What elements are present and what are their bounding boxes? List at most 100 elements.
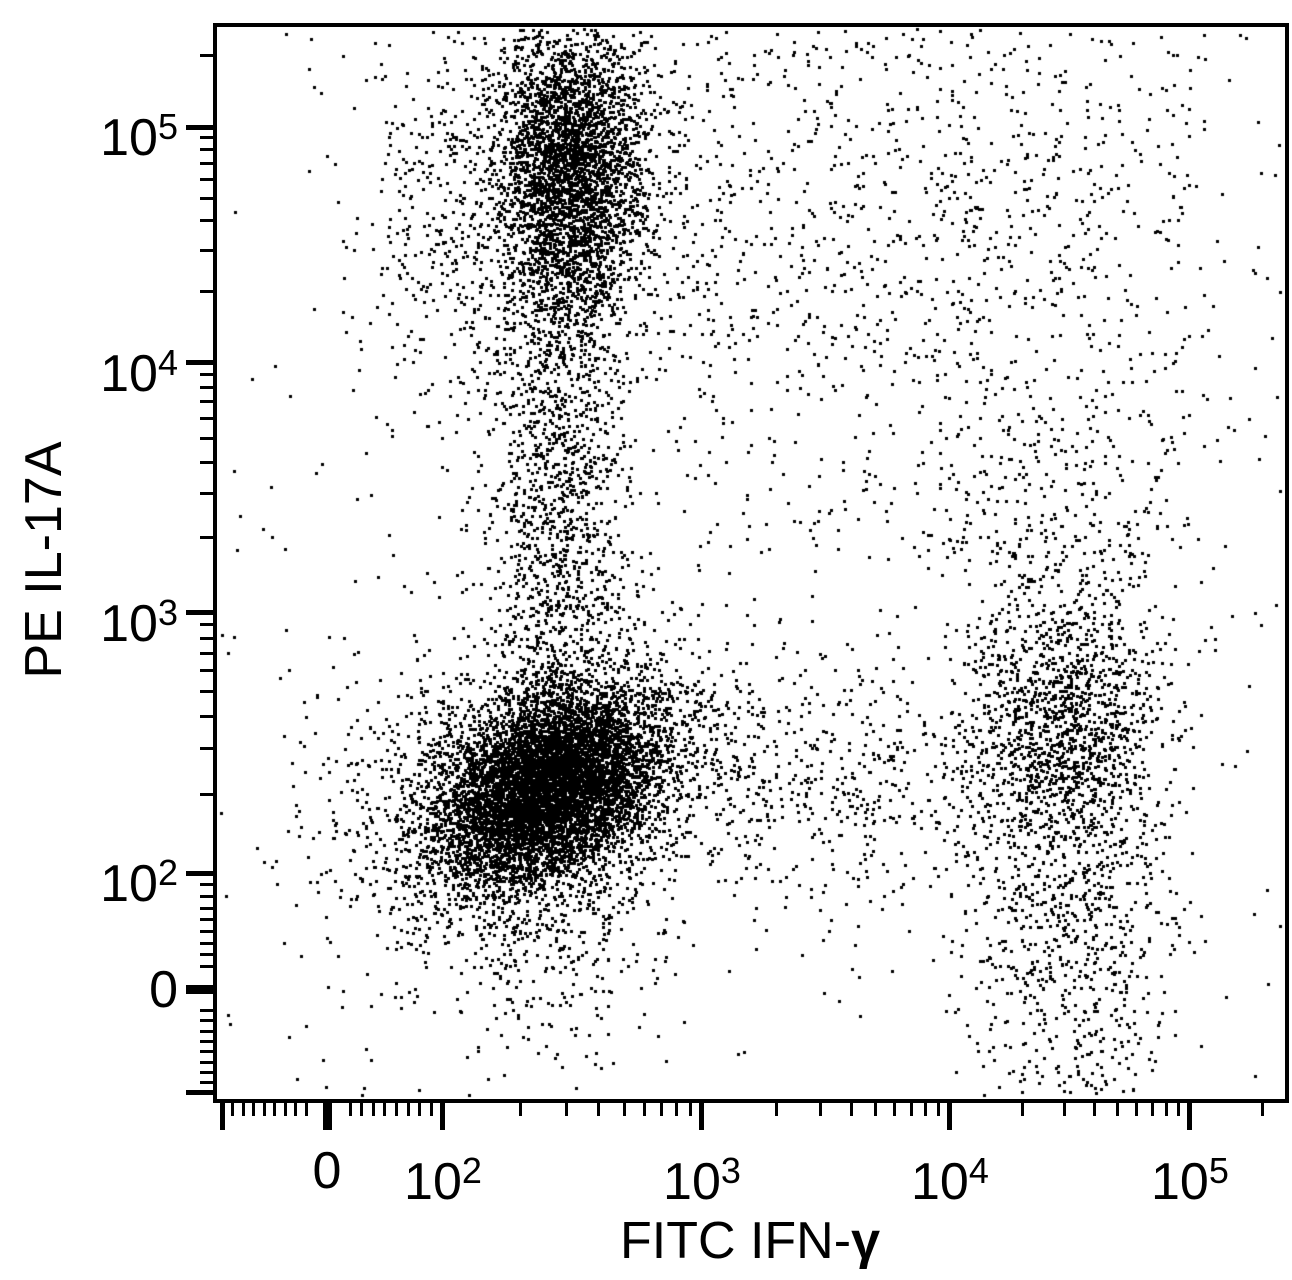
y-tick xyxy=(200,290,213,294)
y-tick xyxy=(200,965,213,969)
x-tick xyxy=(924,1103,928,1116)
x-tick xyxy=(273,1103,277,1116)
y-tick-label: 104 xyxy=(0,326,178,403)
x-tick xyxy=(252,1103,256,1116)
y-tick xyxy=(200,416,213,420)
y-tick xyxy=(186,124,213,130)
y-tick xyxy=(200,1081,213,1085)
y-tick xyxy=(200,536,213,540)
x-tick xyxy=(418,1103,422,1116)
y-tick xyxy=(200,1070,213,1074)
x-tick xyxy=(1165,1103,1169,1116)
y-axis-title-text: PE IL-17A xyxy=(15,441,73,679)
tick-label-base: 10 xyxy=(100,594,158,653)
y-tick xyxy=(200,953,213,957)
x-tick xyxy=(622,1103,626,1116)
x-tick xyxy=(1177,1103,1181,1116)
x-tick xyxy=(219,1103,225,1130)
y-tick xyxy=(200,883,213,887)
x-tick xyxy=(371,1103,375,1116)
tick-label-exponent: 4 xyxy=(157,341,178,383)
y-tick xyxy=(186,1090,213,1096)
y-tick xyxy=(200,148,213,152)
x-tick xyxy=(519,1103,523,1116)
tick-label-base: 10 xyxy=(100,109,158,168)
x-tick xyxy=(699,1103,705,1130)
y-tick xyxy=(186,985,213,995)
x-tick-label: 103 xyxy=(592,1136,812,1211)
tick-label-exponent: 3 xyxy=(157,591,178,633)
x-tick xyxy=(1135,1103,1139,1116)
x-tick xyxy=(1116,1103,1120,1116)
x-tick xyxy=(873,1103,877,1116)
x-tick xyxy=(294,1103,298,1116)
x-tick xyxy=(1260,1103,1264,1116)
y-tick xyxy=(200,162,213,166)
x-tick xyxy=(1020,1103,1024,1116)
y-tick xyxy=(200,219,213,223)
x-tick xyxy=(440,1103,446,1130)
x-tick xyxy=(565,1103,569,1116)
x-tick xyxy=(429,1103,433,1116)
y-tick xyxy=(200,372,213,376)
x-tick-label: 104 xyxy=(840,1136,1060,1211)
y-tick-label: 102 xyxy=(0,836,178,914)
tick-label-exponent: 4 xyxy=(968,1150,989,1191)
y-tick xyxy=(200,894,213,898)
y-tick-label: 103 xyxy=(0,576,178,653)
x-tick xyxy=(395,1103,399,1116)
x-tick xyxy=(383,1103,387,1116)
y-tick xyxy=(200,196,213,200)
x-tick xyxy=(775,1103,779,1116)
scatter-canvas xyxy=(217,27,1285,1099)
y-tick xyxy=(200,1019,213,1023)
x-tick xyxy=(660,1103,664,1116)
x-tick xyxy=(304,1103,308,1116)
y-tick xyxy=(200,689,213,693)
y-tick-label: 0 xyxy=(0,953,178,1027)
gamma-symbol: γ xyxy=(851,1212,880,1270)
tick-label-base: 10 xyxy=(1151,1153,1209,1211)
tick-label-text: 0 xyxy=(312,1142,342,1200)
y-tick xyxy=(186,870,213,876)
y-tick xyxy=(200,714,213,718)
x-tick xyxy=(360,1103,364,1116)
y-tick xyxy=(200,636,213,640)
x-tick xyxy=(231,1103,235,1116)
tick-label-exponent: 2 xyxy=(461,1150,482,1191)
x-tick xyxy=(406,1103,410,1116)
x-tick xyxy=(283,1103,287,1116)
y-tick xyxy=(200,669,213,673)
x-tick xyxy=(348,1103,352,1116)
x-tick xyxy=(322,1103,332,1130)
y-tick xyxy=(200,54,213,58)
x-tick xyxy=(937,1103,941,1116)
y-tick xyxy=(200,400,213,404)
y-tick xyxy=(200,177,213,181)
x-tick-label: 105 xyxy=(1080,1136,1292,1211)
x-tick xyxy=(818,1103,822,1116)
x-tick xyxy=(947,1103,953,1130)
y-tick xyxy=(200,1060,213,1064)
y-tick xyxy=(200,1050,213,1054)
y-tick xyxy=(200,930,213,933)
y-tick xyxy=(200,1029,213,1033)
tick-label-exponent: 2 xyxy=(157,852,178,894)
y-tick xyxy=(200,460,213,464)
tick-label-base: 10 xyxy=(100,855,158,914)
x-tick-label: 102 xyxy=(333,1136,553,1211)
x-tick xyxy=(675,1103,679,1116)
y-tick xyxy=(200,436,213,440)
y-tick xyxy=(200,1009,213,1013)
x-tick xyxy=(893,1103,897,1116)
y-tick xyxy=(200,136,213,140)
tick-label-exponent: 5 xyxy=(157,106,178,148)
y-tick xyxy=(200,623,213,627)
x-axis-title: FITC IFN-γ xyxy=(450,1206,1050,1276)
tick-label-exponent: 5 xyxy=(1208,1150,1229,1191)
y-tick xyxy=(200,747,213,751)
x-tick xyxy=(241,1103,245,1116)
tick-label-text: 0 xyxy=(149,960,178,1019)
x-tick xyxy=(1151,1103,1155,1116)
